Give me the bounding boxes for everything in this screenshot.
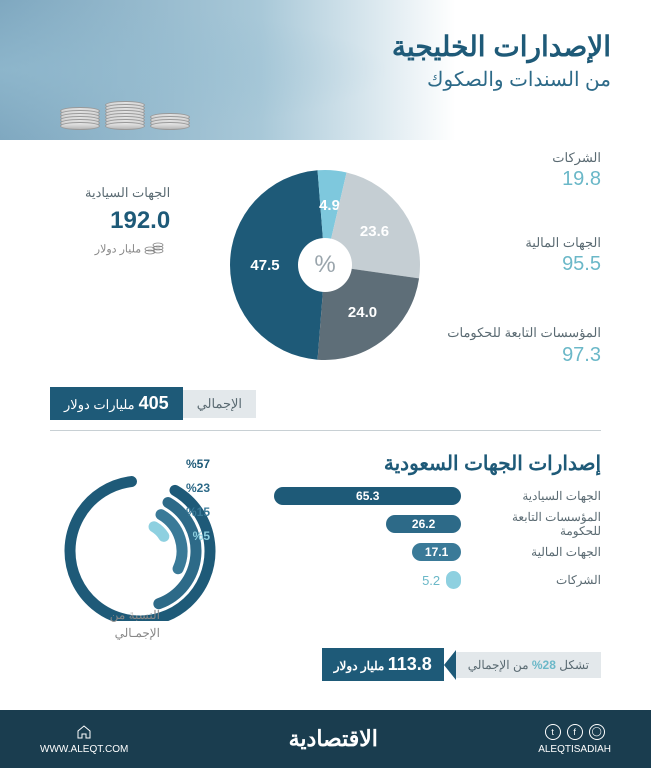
- total-label: الإجمالي: [183, 390, 256, 418]
- financial-label: الجهات المالية 95.5: [525, 235, 601, 276]
- arrow-icon: [444, 650, 456, 680]
- bar-fill: 65.3: [274, 487, 461, 505]
- bar-row-1: المؤسسات التابعة للحكومة26.2: [261, 514, 601, 534]
- bar-track: 17.1: [261, 543, 461, 561]
- coins-icon: [144, 241, 164, 258]
- instagram-icon[interactable]: ◯: [589, 724, 605, 740]
- polar-pct-0: %57: [186, 457, 210, 471]
- bar-label: المؤسسات التابعة للحكومة: [471, 510, 601, 538]
- main-subtitle: من السندات والصكوك: [0, 67, 611, 92]
- bar-fill: [446, 571, 461, 589]
- total-value: 405 مليارات دولار: [50, 387, 183, 420]
- corporate-label: الشركات 19.8: [552, 150, 601, 191]
- home-icon: [76, 724, 92, 740]
- saudi-total-suffix: تشكل 28% من الإجمالي: [456, 652, 601, 678]
- pie-center-symbol: %: [298, 238, 352, 292]
- bar-row-3: الشركات 5.2: [261, 570, 601, 590]
- saudi-total-bar: تشكل 28% من الإجمالي 113.8 مليار دولار: [322, 648, 601, 681]
- footer-handle: ALEQTISADIAH: [538, 744, 611, 755]
- sovereign-value: 192.0: [85, 207, 170, 235]
- polar-caption: النسبة من الإجمـالي: [80, 606, 160, 642]
- polar-arc-3: [154, 527, 164, 537]
- footer: ◯ f t ALEQTISADIAH الاقتصادية WWW.ALEQT.…: [0, 710, 651, 768]
- gov-inst-label: المؤسسات التابعة للحكومات 97.3: [447, 325, 601, 367]
- sovereign-name: الجهات السيادية: [85, 185, 170, 201]
- pie-pct-corporate: 4.9: [319, 197, 340, 214]
- gulf-total-bar: الإجمالي 405 مليارات دولار: [50, 387, 256, 420]
- saudi-issuance-section: إصدارات الجهات السعودية الجهات السيادية6…: [0, 431, 651, 691]
- polar-chart: النسبة من الإجمـالي %57%23%15%5: [50, 461, 220, 661]
- saudi-bars: الجهات السيادية 65.3 المؤسسات التابعة للحك…: [261, 486, 601, 598]
- pie-chart: 47.5 4.9 23.6 24.0 %: [225, 165, 425, 365]
- twitter-icon[interactable]: t: [545, 724, 561, 740]
- pie-pct-financial: 23.6: [360, 223, 389, 240]
- gulf-issuance-section: الجهات السيادية 192.0 مليار دولار 47.5 4.…: [0, 140, 651, 430]
- bar-track: 65.3: [261, 487, 461, 505]
- polar-pct-3: %5: [193, 529, 210, 543]
- bar-value: 5.2: [422, 573, 440, 588]
- bar-row-0: الجهات السيادية 65.3: [261, 486, 601, 506]
- footer-brand: الاقتصادية: [289, 726, 378, 752]
- polar-pct-2: %15: [186, 505, 210, 519]
- bar-track: 26.2: [261, 515, 461, 533]
- saudi-total-value: 113.8 مليار دولار: [322, 648, 444, 681]
- main-title: الإصدارات الخليجية: [0, 30, 611, 63]
- footer-social: ◯ f t ALEQTISADIAH: [538, 724, 611, 755]
- header-banner: الإصدارات الخليجية من السندات والصكوك: [0, 0, 651, 140]
- facebook-icon[interactable]: f: [567, 724, 583, 740]
- bar-track: 5.2: [261, 571, 461, 589]
- pie-pct-sovereign: 47.5: [250, 257, 279, 274]
- bar-row-2: الجهات المالية 17.1: [261, 542, 601, 562]
- bar-label: الشركات: [471, 573, 601, 587]
- sovereign-label: الجهات السيادية 192.0 مليار دولار: [85, 185, 170, 258]
- bar-label: الجهات المالية: [471, 545, 601, 559]
- pie-pct-gov_inst: 24.0: [348, 304, 377, 321]
- footer-url-block: WWW.ALEQT.COM: [40, 724, 128, 755]
- bar-fill: 17.1: [412, 543, 461, 561]
- sovereign-unit: مليار دولار: [85, 241, 170, 258]
- polar-arc-0: [70, 482, 210, 621]
- polar-pct-1: %23: [186, 481, 210, 495]
- bar-fill: 26.2: [386, 515, 461, 533]
- footer-url: WWW.ALEQT.COM: [40, 744, 128, 755]
- bar-label: الجهات السيادية: [471, 489, 601, 503]
